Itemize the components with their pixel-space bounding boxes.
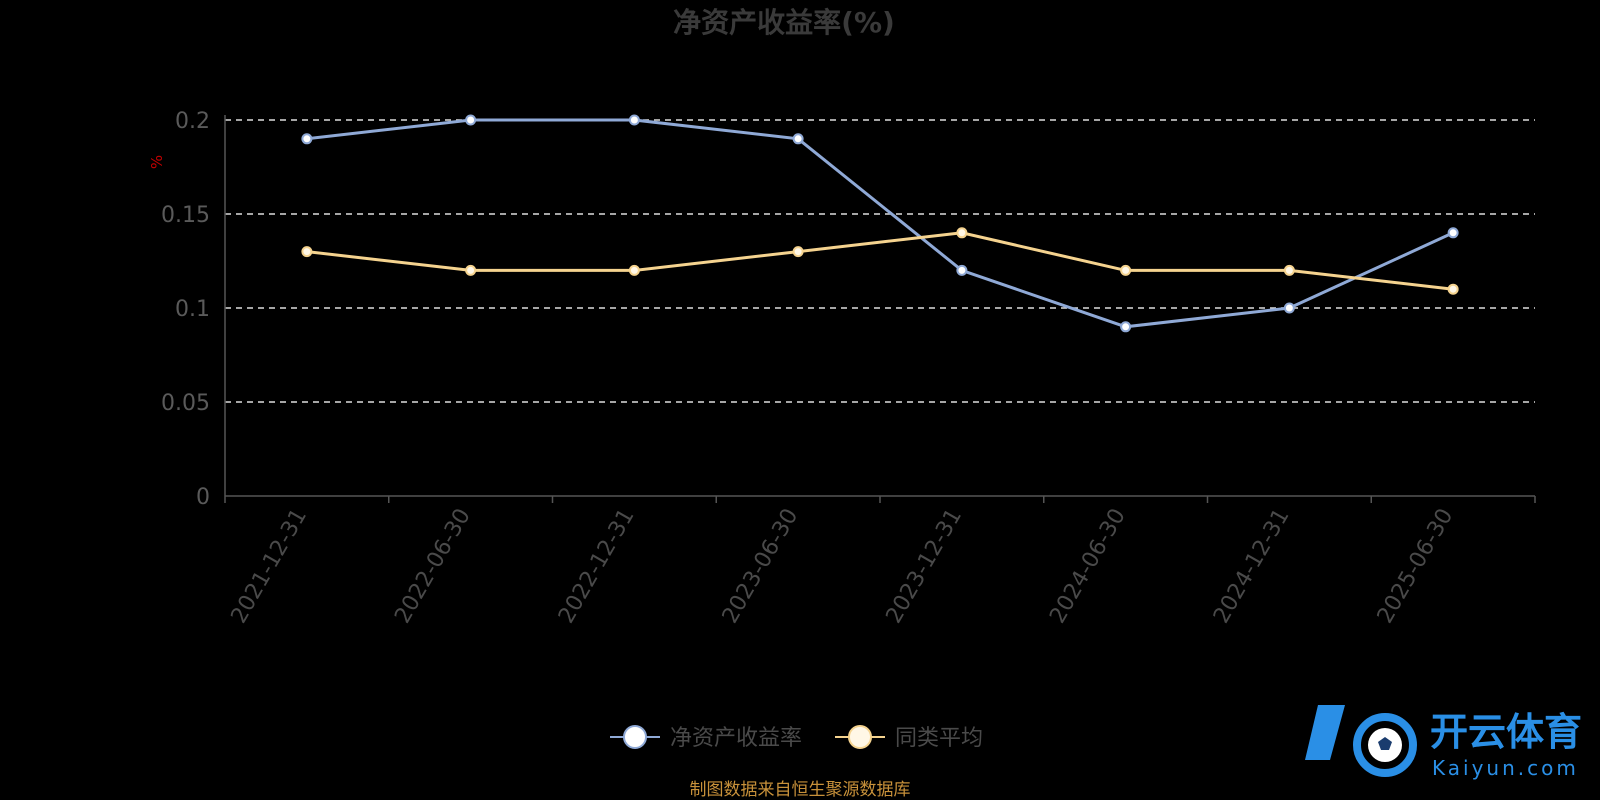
y-tick-label: 0 (196, 485, 210, 510)
series-1-point (1447, 227, 1459, 239)
series-2-point (1447, 283, 1459, 295)
grid-lines (225, 119, 1535, 403)
y-axis-label: % (148, 155, 166, 169)
series-1-point (792, 133, 804, 145)
series-2-point (301, 246, 313, 258)
x-tick-label: 2025-06-30 (1373, 505, 1459, 628)
x-tick-label: 2022-12-31 (554, 505, 640, 628)
y-tick-label: 0.05 (161, 391, 210, 416)
series-1-point (1120, 321, 1132, 333)
series-2-point (1283, 264, 1295, 276)
watermark-cn: 开云体育 (1430, 710, 1582, 754)
y-tick-label: 0.2 (175, 109, 210, 134)
series-2-line (306, 231, 1454, 291)
series-2-point (1120, 264, 1132, 276)
y-tick-labels: 0 0.05 0.1 0.15 0.2 (161, 109, 210, 510)
series-2-point (628, 264, 640, 276)
series-1-point (301, 133, 313, 145)
data-source-note: 制图数据来自恒生聚源数据库 (690, 780, 911, 800)
series-2-point (465, 264, 477, 276)
legend-label-series-1: 净资产收益率 (670, 726, 802, 751)
series-1-point (628, 114, 640, 126)
x-tick-label: 2023-12-31 (881, 505, 967, 628)
watermark-logo: 开云体育 Kaiyun.com (1305, 705, 1582, 780)
axes (224, 115, 1536, 503)
x-tick-label: 2021-12-31 (226, 505, 312, 628)
series-1-point (956, 264, 968, 276)
legend-item-series-2[interactable]: 同类平均 (835, 725, 983, 751)
series-1-line (306, 118, 1454, 329)
soccer-ball-logo-icon (1305, 705, 1417, 777)
y-tick-label: 0.1 (175, 297, 210, 322)
watermark-en: Kaiyun.com (1432, 756, 1579, 780)
series-1-point (1283, 302, 1295, 314)
series-1-point (465, 114, 477, 126)
legend-item-series-1[interactable]: 净资产收益率 (610, 725, 802, 751)
x-tick-label: 2024-06-30 (1045, 505, 1131, 628)
series-lines (301, 114, 1459, 333)
series-2-point (956, 227, 968, 239)
x-tick-label: 2023-06-30 (718, 505, 804, 628)
x-tick-label: 2022-06-30 (390, 505, 476, 628)
legend-label-series-2: 同类平均 (895, 726, 983, 751)
y-tick-label: 0.15 (161, 203, 210, 228)
legend-marker-series-2 (848, 725, 872, 749)
legend-marker-series-1 (623, 725, 647, 749)
chart-title: 净资产收益率(%) (673, 6, 895, 39)
series-1 (301, 114, 1459, 333)
legend[interactable]: 净资产收益率 同类平均 (610, 725, 983, 751)
series-2 (301, 227, 1459, 295)
x-tick-labels: 2021-12-31 2022-06-30 2022-12-31 2023-06-30… (226, 505, 1458, 628)
series-2-point (792, 246, 804, 258)
x-tick-label: 2024-12-31 (1209, 505, 1295, 628)
